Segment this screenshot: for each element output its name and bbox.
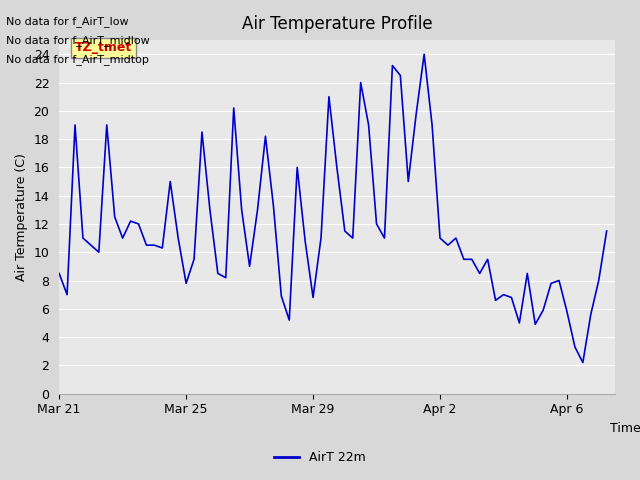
Y-axis label: Air Termperature (C): Air Termperature (C) — [15, 153, 28, 281]
X-axis label: Time: Time — [611, 422, 640, 435]
Text: No data for f_AirT_low: No data for f_AirT_low — [6, 16, 129, 27]
Text: TZ_tmet: TZ_tmet — [75, 41, 132, 54]
Legend: AirT 22m: AirT 22m — [269, 446, 371, 469]
Title: Air Temperature Profile: Air Temperature Profile — [241, 15, 432, 33]
Text: No data for f_AirT_midlow: No data for f_AirT_midlow — [6, 35, 150, 46]
Text: No data for f_AirT_midtop: No data for f_AirT_midtop — [6, 54, 149, 65]
